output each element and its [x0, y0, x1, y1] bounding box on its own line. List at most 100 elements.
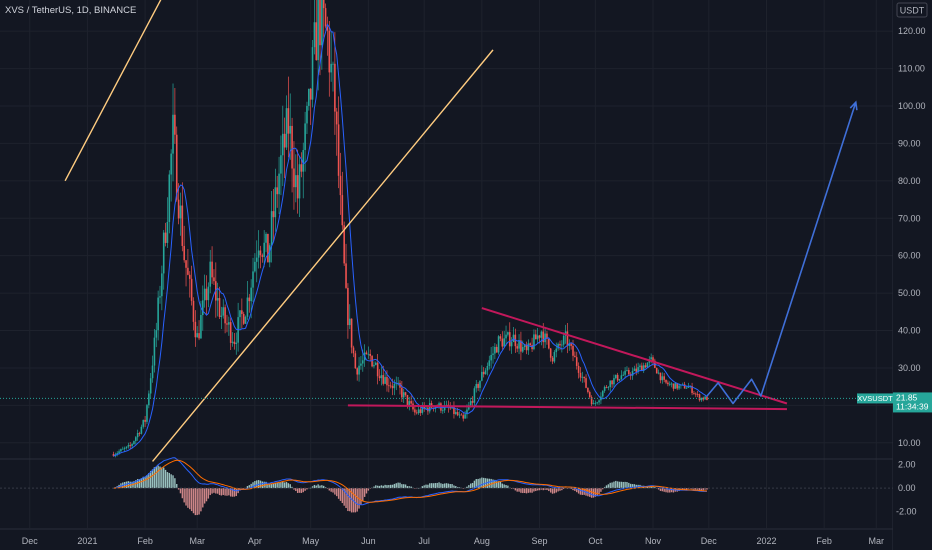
channel-line-lower[interactable]	[152, 49, 494, 462]
oscillator-bar	[401, 484, 403, 489]
triangle-line-support[interactable]	[347, 404, 787, 411]
candle	[196, 326, 199, 338]
candle	[280, 135, 282, 196]
drawings[interactable]	[64, 0, 858, 462]
oscillator-bar	[555, 488, 557, 493]
candle	[574, 351, 576, 358]
oscillator-bar	[213, 488, 215, 493]
currency-badge[interactable]: USDT	[896, 2, 928, 18]
oscillator-bar	[337, 488, 340, 499]
candle	[205, 275, 208, 316]
oscillator-bar	[542, 488, 544, 491]
projection-path[interactable]	[706, 102, 857, 405]
oscillator-bar	[496, 481, 498, 489]
candle	[317, 0, 319, 91]
candle	[228, 316, 230, 336]
channel-line-upper[interactable]	[64, 0, 223, 182]
oscillator-bar	[151, 469, 154, 489]
oscillator-bar	[376, 485, 379, 489]
oscillator-bar	[233, 488, 236, 497]
oscillator-bar	[345, 488, 347, 508]
oscillator-bar	[572, 488, 574, 491]
candle	[164, 222, 167, 247]
candle	[125, 446, 128, 450]
candle	[129, 442, 132, 450]
price-tick-label: 40.00	[898, 326, 921, 336]
oscillator-bar	[261, 481, 264, 489]
oscillator-bar	[471, 482, 474, 489]
candle	[170, 149, 172, 202]
oscillator-bar	[395, 483, 397, 489]
candle	[667, 380, 669, 387]
candle	[148, 390, 150, 409]
candle	[365, 350, 368, 355]
oscillator-bar	[228, 488, 230, 496]
oscillator-bar	[362, 488, 364, 502]
oscillator-bar	[256, 480, 258, 489]
oscillator-bar	[540, 488, 543, 490]
candle	[581, 371, 584, 383]
candle	[332, 61, 334, 92]
oscillator-bar	[598, 488, 600, 494]
candle	[348, 304, 351, 330]
candle	[322, 0, 325, 42]
triangle-line-resistance[interactable]	[481, 307, 788, 405]
oscillator-bar	[652, 486, 654, 489]
candle	[559, 340, 561, 351]
candle	[367, 346, 370, 359]
candle	[516, 343, 518, 353]
candle	[540, 330, 543, 346]
price-value-label: 21.85	[896, 392, 918, 402]
candle	[399, 380, 401, 395]
oscillator-bar	[633, 484, 636, 489]
oscillator-bar	[447, 483, 450, 489]
oscillator-bar	[166, 472, 169, 489]
candle	[140, 424, 143, 435]
oscillator-bar	[317, 484, 319, 489]
oscillator-bar	[326, 488, 329, 489]
candle	[594, 400, 597, 406]
oscillator-bar	[285, 482, 288, 489]
candle	[345, 243, 347, 289]
candle	[203, 274, 206, 308]
oscillator-bar	[356, 488, 358, 512]
time-tick-label: Apr	[248, 536, 262, 546]
oscillator-bar	[375, 485, 377, 489]
price-tick-label: 10.00	[898, 438, 921, 448]
candle	[548, 338, 550, 350]
candle	[657, 369, 660, 375]
candle	[613, 374, 615, 388]
candle	[402, 388, 405, 403]
candle	[384, 373, 386, 385]
oscillator-bar	[246, 486, 249, 489]
oscillator-bar	[525, 488, 528, 494]
candle	[308, 88, 310, 111]
candle	[309, 87, 312, 125]
oscillator-bar	[354, 488, 357, 513]
oscillator-bar	[373, 486, 375, 489]
oscillator-bar	[600, 488, 602, 492]
oscillator-bar	[153, 467, 156, 489]
time-tick-label: Oct	[588, 536, 603, 546]
oscillator-bar	[403, 484, 405, 489]
candle	[631, 367, 634, 380]
candle	[151, 355, 154, 383]
oscillator-bar	[522, 488, 524, 494]
candle	[350, 318, 353, 354]
candle	[601, 390, 604, 399]
candle	[242, 311, 245, 325]
candle	[166, 197, 169, 248]
oscillator-bar	[663, 488, 665, 492]
candle	[142, 419, 145, 429]
candle	[157, 290, 159, 341]
candle	[481, 365, 483, 382]
candle	[296, 149, 299, 214]
oscillator-bar	[430, 483, 433, 489]
oscillator-bar	[176, 483, 178, 489]
candle	[527, 339, 530, 355]
time-axis[interactable]: Dec 2021 Feb Mar Apr May Jun Jul Aug Sep Oct Nov Dec…	[22, 536, 884, 546]
oscillator-bar	[300, 488, 303, 493]
price-axis[interactable]: 10.0020.0030.0040.0050.0060.0070.0080.00…	[893, 0, 932, 550]
candle	[575, 351, 578, 370]
